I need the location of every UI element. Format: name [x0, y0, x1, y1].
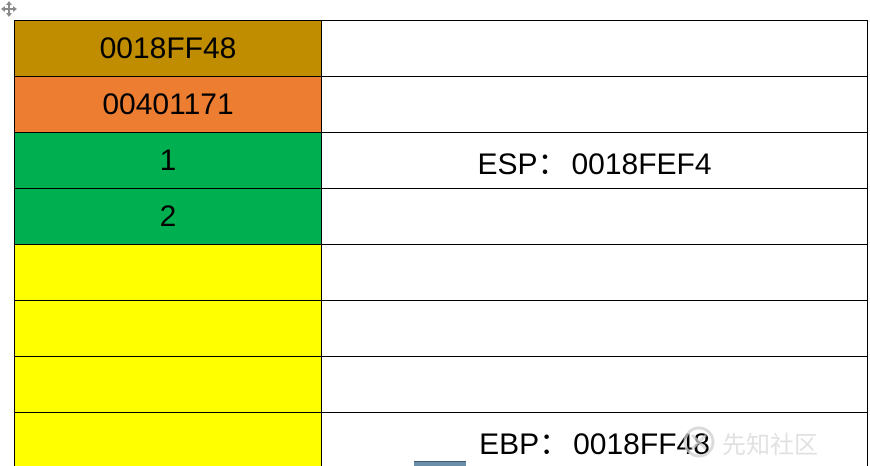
register-name: EBP: [479, 427, 540, 461]
register-value: 0018FF48: [573, 427, 710, 461]
register-separator: ：: [537, 147, 568, 181]
resize-handle[interactable]: [414, 461, 466, 466]
stack-value-cell: 0018FF48: [14, 20, 322, 77]
stack-row: 00401171: [14, 76, 868, 133]
stack-value-cell: 2: [14, 188, 322, 245]
stack-value-cell: [14, 356, 322, 413]
stack-row: [14, 356, 868, 413]
stack-row: [14, 300, 868, 357]
register-cell: [321, 76, 868, 133]
stack-value-cell: 00401171: [14, 76, 322, 133]
register-cell: [321, 356, 868, 413]
register-cell: [321, 20, 868, 77]
register-name: ESP: [477, 147, 538, 181]
register-cell: [321, 300, 868, 357]
stack-row: 1 ESP： 0018FEF4: [14, 132, 868, 189]
stack-frame-table: 0018FF48 00401171 1 ESP： 0018FEF4 2: [14, 20, 868, 466]
stack-value-cell: 1: [14, 132, 322, 189]
stack-row: 0018FF48: [14, 20, 868, 77]
register-separator: ：: [539, 427, 570, 461]
register-cell: [321, 244, 868, 301]
register-cell: ESP： 0018FEF4: [321, 132, 868, 189]
stack-value-cell: [14, 412, 322, 466]
move-handle-icon[interactable]: [0, 0, 18, 18]
stack-row: EBP： 0018FF48: [14, 412, 868, 466]
register-cell: [321, 188, 868, 245]
stack-row: [14, 244, 868, 301]
stack-value-cell: [14, 300, 322, 357]
stack-value-cell: [14, 244, 322, 301]
register-value: 0018FEF4: [571, 147, 712, 181]
stack-row: 2: [14, 188, 868, 245]
register-cell: EBP： 0018FF48: [321, 412, 868, 466]
